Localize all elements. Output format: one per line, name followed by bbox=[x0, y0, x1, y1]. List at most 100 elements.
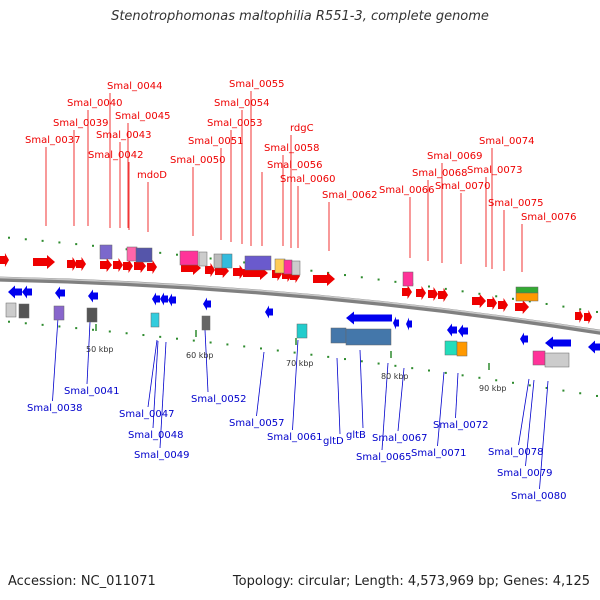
reference-dot bbox=[92, 328, 94, 331]
forward-gene-label: Smal_0074 bbox=[479, 136, 534, 147]
reference-dot bbox=[461, 290, 464, 293]
reverse-gene-arrow bbox=[406, 317, 412, 331]
reverse-gene-arrow bbox=[8, 285, 22, 299]
feature-box bbox=[18, 303, 30, 319]
reference-dot bbox=[512, 297, 514, 300]
reverse-gene-arrow bbox=[346, 311, 392, 325]
reference-dot bbox=[92, 244, 94, 247]
reverse-gene-arrow bbox=[545, 336, 571, 350]
reverse-gene-label: gltB bbox=[346, 430, 366, 441]
forward-gene-arrow bbox=[402, 285, 412, 299]
reverse-leader-line bbox=[147, 339, 158, 408]
reverse-gene-arrow bbox=[168, 293, 176, 307]
reference-dot bbox=[176, 253, 178, 256]
reference-dot bbox=[478, 292, 481, 295]
feature-box bbox=[135, 247, 153, 263]
feature-box bbox=[456, 341, 468, 357]
forward-gene-label: Smal_0043 bbox=[96, 130, 151, 141]
reference-dot bbox=[394, 280, 397, 283]
scale-tick-label: 90 kbp bbox=[479, 384, 507, 393]
reverse-leader-line bbox=[359, 349, 364, 429]
reference-dot bbox=[276, 349, 279, 352]
forward-gene-arrow bbox=[438, 288, 448, 302]
reverse-gene-arrow bbox=[160, 292, 168, 306]
feature-box bbox=[515, 292, 539, 302]
forward-gene-label: Smal_0051 bbox=[188, 136, 243, 147]
reverse-leader-line bbox=[455, 372, 459, 419]
reference-dot bbox=[579, 308, 582, 311]
reverse-gene-arrow bbox=[588, 340, 600, 354]
forward-gene-arrow bbox=[498, 298, 508, 312]
reverse-leader-line bbox=[204, 329, 209, 393]
forward-gene-label: Smal_0045 bbox=[115, 111, 170, 122]
reference-dot bbox=[528, 384, 531, 387]
reference-dot bbox=[478, 376, 481, 379]
forward-gene-arrow bbox=[313, 272, 335, 286]
forward-gene-label: mdoD bbox=[137, 170, 167, 181]
reverse-gene-label: Smal_0048 bbox=[128, 430, 183, 441]
reverse-leader-line bbox=[52, 317, 59, 402]
reverse-gene-arrow bbox=[88, 289, 98, 303]
forward-gene-arrow bbox=[0, 253, 9, 267]
feature-box bbox=[201, 315, 211, 331]
reverse-gene-label: Smal_0049 bbox=[134, 450, 189, 461]
feature-box bbox=[179, 250, 199, 266]
forward-gene-label: Smal_0040 bbox=[67, 98, 122, 109]
reference-dot bbox=[394, 364, 397, 367]
reverse-leader-line bbox=[86, 321, 91, 385]
reverse-gene-arrow bbox=[447, 323, 457, 337]
forward-gene-arrow bbox=[134, 259, 146, 273]
forward-gene-label: Smal_0075 bbox=[488, 198, 543, 209]
reverse-gene-arrow bbox=[520, 332, 528, 346]
reference-dot bbox=[596, 394, 598, 397]
reference-dot bbox=[8, 236, 10, 239]
reference-dot bbox=[142, 334, 145, 337]
reverse-leader-line bbox=[336, 357, 341, 435]
forward-gene-arrow bbox=[205, 263, 215, 277]
reverse-gene-arrow bbox=[55, 286, 65, 300]
reverse-leader-line bbox=[381, 362, 389, 451]
reference-dot bbox=[58, 325, 61, 328]
forward-gene-label: Smal_0066 bbox=[379, 185, 434, 196]
reverse-gene-arrow bbox=[393, 316, 399, 330]
forward-gene-arrow bbox=[233, 265, 245, 279]
genome-title: Stenotrophomonas maltophilia R551-3, com… bbox=[111, 9, 489, 24]
reference-dot bbox=[8, 320, 10, 323]
forward-gene-arrow bbox=[147, 260, 157, 274]
forward-gene-arrow bbox=[123, 259, 133, 273]
reverse-leader-line bbox=[152, 340, 159, 429]
reference-dot bbox=[226, 343, 229, 346]
forward-gene-label: Smal_0069 bbox=[427, 151, 482, 162]
forward-gene-label: Smal_0054 bbox=[214, 98, 269, 109]
reference-dot bbox=[495, 295, 498, 298]
reference-dot bbox=[344, 358, 346, 361]
reference-dot bbox=[495, 379, 498, 382]
forward-gene-arrow bbox=[487, 296, 497, 310]
reverse-gene-label: Smal_0078 bbox=[488, 447, 543, 458]
reverse-leader-line bbox=[292, 339, 299, 431]
feature-box bbox=[213, 253, 223, 269]
scale-tick-label: 80 kbp bbox=[381, 372, 409, 381]
reference-dot bbox=[24, 322, 27, 325]
forward-gene-arrow bbox=[575, 309, 583, 323]
reference-dot bbox=[596, 310, 598, 313]
reverse-gene-label: Smal_0052 bbox=[191, 394, 246, 405]
reverse-gene-label: Smal_0038 bbox=[27, 403, 82, 414]
reference-dot bbox=[528, 300, 531, 303]
forward-gene-label: Smal_0042 bbox=[88, 150, 143, 161]
feature-box bbox=[198, 251, 208, 267]
reference-dot bbox=[377, 362, 380, 365]
forward-gene-arrow bbox=[76, 257, 86, 271]
feature-box bbox=[345, 328, 392, 346]
reverse-gene-label: Smal_0071 bbox=[411, 448, 466, 459]
feature-box bbox=[5, 302, 17, 318]
reverse-gene-arrow bbox=[265, 305, 273, 319]
forward-gene-label: Smal_0037 bbox=[25, 135, 80, 146]
reverse-gene-label: Smal_0047 bbox=[119, 409, 174, 420]
forward-gene-arrow bbox=[472, 294, 486, 308]
reverse-leader-line bbox=[256, 351, 265, 417]
reverse-gene-label: Smal_0041 bbox=[64, 386, 119, 397]
forward-gene-arrow bbox=[428, 287, 438, 301]
reference-dot bbox=[562, 389, 565, 392]
feature-box bbox=[515, 286, 539, 294]
